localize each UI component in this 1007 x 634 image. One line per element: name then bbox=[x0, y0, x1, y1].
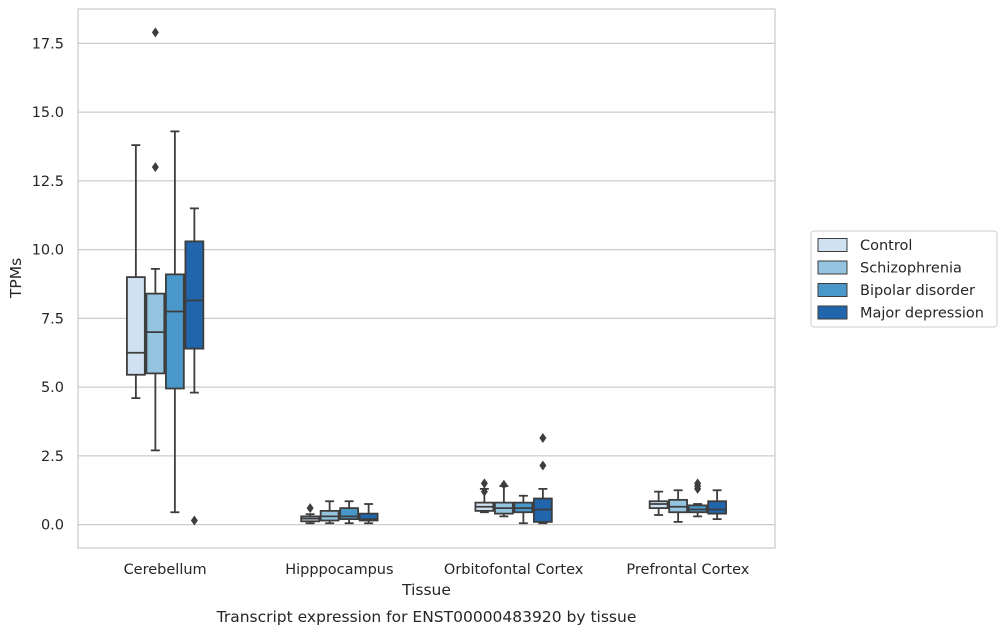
box bbox=[474, 478, 495, 514]
legend: Control Schizophrenia Bipolar disorder Majo… bbox=[810, 230, 998, 328]
outlier-point bbox=[190, 515, 198, 526]
box bbox=[494, 479, 514, 518]
box-body bbox=[184, 240, 205, 350]
series-bipolar-disorder bbox=[165, 130, 708, 525]
legend-frame bbox=[810, 230, 998, 328]
outlier-point bbox=[480, 486, 488, 497]
box-body bbox=[126, 276, 146, 376]
y-tick-label: 15.0 bbox=[32, 105, 64, 121]
box bbox=[339, 500, 359, 525]
legend-swatch bbox=[817, 305, 848, 320]
legend-entry: Schizophrenia bbox=[817, 260, 962, 277]
box-body bbox=[707, 500, 727, 515]
outlier-point bbox=[306, 503, 314, 514]
x-axis-label: Tissue bbox=[401, 581, 451, 599]
x-axis-ticks: Cerebellum Hipppocampus Orbitofontal Corte… bbox=[124, 562, 750, 578]
box bbox=[707, 489, 727, 521]
outlier-point bbox=[480, 478, 488, 489]
box bbox=[319, 500, 340, 525]
box bbox=[648, 490, 669, 516]
legend-entry: Control bbox=[817, 238, 912, 254]
y-tick-label: 7.5 bbox=[41, 311, 64, 327]
outlier-point bbox=[694, 478, 702, 489]
box bbox=[165, 130, 185, 514]
y-tick-label: 0.0 bbox=[41, 518, 64, 534]
outlier-point bbox=[539, 460, 547, 471]
box-body bbox=[339, 507, 359, 521]
y-tick-label: 2.5 bbox=[41, 449, 64, 465]
x-tick-label: Orbitofontal Cortex bbox=[444, 562, 584, 578]
box bbox=[668, 489, 688, 523]
legend-label: Schizophrenia bbox=[860, 261, 962, 277]
box bbox=[300, 503, 320, 525]
box bbox=[687, 478, 708, 518]
x-tick-label: Cerebellum bbox=[124, 562, 207, 578]
box bbox=[145, 27, 166, 452]
series-major-depression bbox=[184, 207, 727, 526]
series-schizophrenia bbox=[145, 27, 688, 525]
y-axis-ticks: 0.0 2.5 5.0 7.5 10.0 12.5 15.0 17.5 bbox=[32, 36, 64, 533]
box bbox=[126, 144, 146, 400]
x-tick-label: Hipppocampus bbox=[285, 562, 393, 578]
outlier-point bbox=[151, 27, 159, 38]
chart-caption: Transcript expression for ENST0000048392… bbox=[216, 608, 637, 626]
box bbox=[184, 207, 205, 526]
box bbox=[533, 433, 553, 525]
legend-label: Control bbox=[860, 238, 912, 254]
x-tick-label: Prefrontal Cortex bbox=[626, 562, 749, 578]
box bbox=[513, 494, 534, 525]
y-tick-label: 5.0 bbox=[41, 380, 64, 396]
legend-swatch bbox=[817, 260, 848, 275]
outlier-point bbox=[151, 162, 159, 173]
y-tick-label: 12.5 bbox=[32, 174, 64, 190]
y-tick-label: 10.0 bbox=[32, 243, 64, 259]
box-body bbox=[358, 512, 379, 522]
legend-swatch bbox=[817, 283, 848, 297]
series-control bbox=[126, 144, 669, 525]
outlier-point bbox=[539, 433, 547, 443]
legend-label: Bipolar disorder bbox=[860, 283, 975, 299]
legend-entry: Bipolar disorder bbox=[817, 283, 975, 299]
legend-label: Major depression bbox=[860, 306, 984, 322]
plot-boxes bbox=[126, 27, 727, 526]
legend-entry: Major depression bbox=[817, 305, 984, 322]
y-tick-label: 17.5 bbox=[32, 36, 64, 52]
box-body bbox=[145, 292, 166, 375]
y-axis-label: TPMs bbox=[7, 258, 25, 299]
legend-swatch bbox=[817, 238, 848, 252]
plot-frame bbox=[77, 8, 776, 549]
box bbox=[358, 503, 379, 525]
outlier-point bbox=[500, 479, 508, 490]
box-body bbox=[165, 273, 185, 390]
